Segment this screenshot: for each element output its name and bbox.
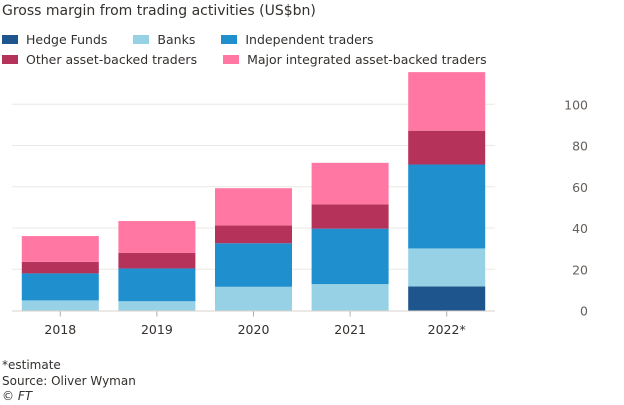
legend-swatch (223, 55, 240, 64)
legend-item: Banks (133, 30, 195, 50)
legend-swatch (133, 35, 150, 44)
bar-segment (408, 286, 486, 311)
source-note: Source: Oliver Wyman (2, 374, 136, 388)
bar-segment (118, 268, 196, 302)
y-tick-label: 20 (572, 262, 588, 277)
legend: Hedge Funds Banks Independent traders Other… (2, 30, 617, 70)
bar-segment (215, 286, 292, 311)
x-tick-label: 2019 (141, 322, 173, 337)
legend-label: Hedge Funds (26, 32, 108, 47)
bar-segment (118, 301, 196, 311)
y-tick-label: 60 (572, 180, 588, 195)
x-tick-label: 2021 (334, 322, 366, 337)
bar-segment (311, 204, 389, 229)
bar-segment (21, 300, 99, 311)
bar-segment (215, 188, 292, 226)
bar-segment (21, 236, 99, 262)
legend-item: Other asset-backed traders (2, 50, 197, 70)
x-tick-label: 2018 (44, 322, 76, 337)
legend-item: Independent traders (221, 30, 374, 50)
y-tick-label: 0 (580, 304, 588, 319)
legend-swatch (2, 55, 18, 64)
legend-item: Major integrated asset-backed traders (223, 50, 487, 70)
y-tick-label: 80 (572, 139, 588, 154)
footnote-estimate: *estimate (2, 358, 61, 372)
bar-segment (21, 261, 99, 274)
bar-segment (215, 243, 292, 287)
bar-segment (311, 228, 389, 285)
bar-segment (408, 130, 486, 165)
bar-segment (408, 248, 486, 287)
legend-swatch (221, 35, 238, 44)
legend-label: Independent traders (245, 32, 374, 47)
legend-item: Hedge Funds (2, 30, 107, 50)
bar-segment (118, 221, 196, 253)
bar-segment (408, 164, 486, 249)
bar-segment (21, 273, 99, 301)
legend-label: Other asset-backed traders (26, 52, 198, 67)
bar-segment (311, 284, 389, 311)
bar-segment (311, 162, 389, 205)
y-tick-label: 40 (572, 221, 588, 236)
bar-segment (215, 225, 292, 244)
legend-swatch (2, 35, 18, 44)
legend-label: Major integrated asset-backed traders (247, 52, 487, 67)
y-tick-label: 100 (564, 97, 588, 112)
x-tick-label: 2022* (428, 322, 466, 337)
bar-segment (408, 72, 486, 131)
bar-segment (118, 252, 196, 269)
chart-title: Gross margin from trading activities (US… (2, 3, 316, 19)
ft-credit: © FT (2, 389, 33, 403)
x-tick-label: 2020 (238, 322, 270, 337)
legend-label: Banks (157, 32, 196, 47)
